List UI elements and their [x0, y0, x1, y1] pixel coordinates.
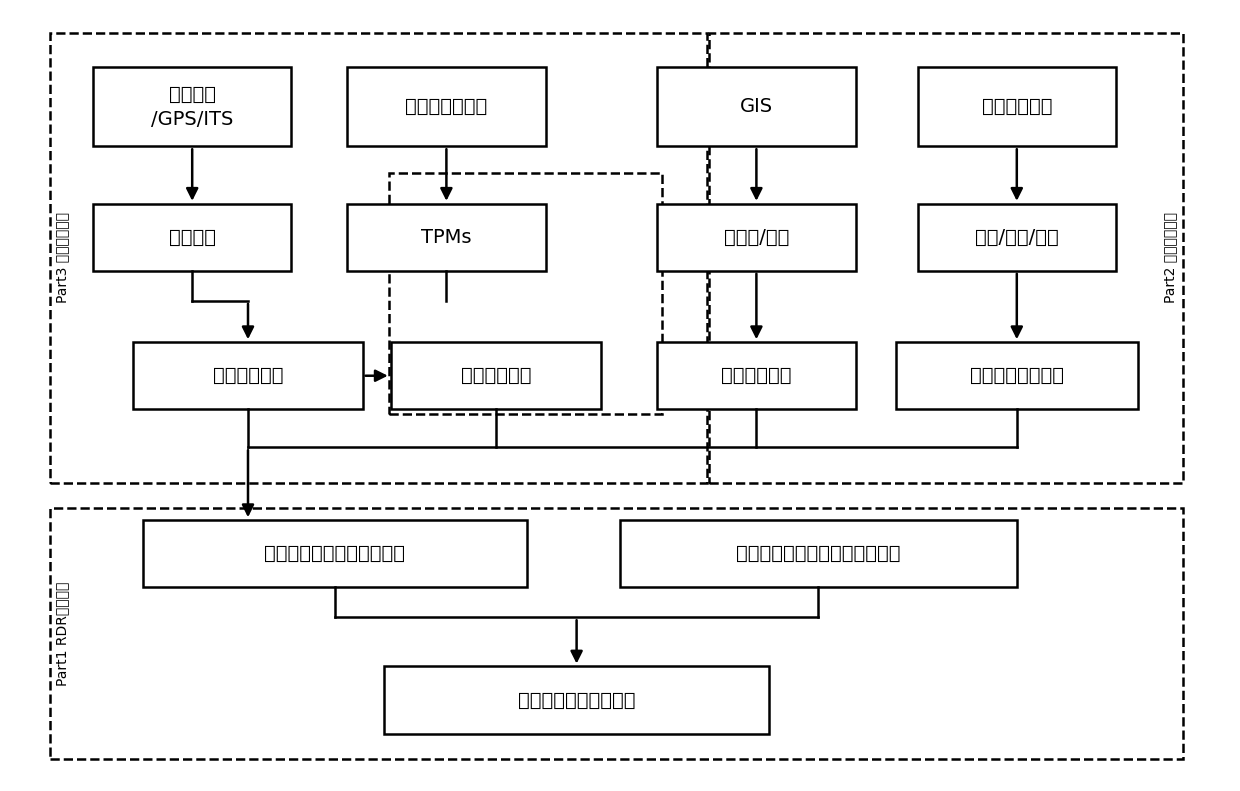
FancyBboxPatch shape	[657, 67, 856, 146]
Text: TPMs: TPMs	[422, 228, 471, 247]
Text: 路径信息: 路径信息	[169, 228, 216, 247]
Text: 天气预报系统: 天气预报系统	[982, 97, 1052, 116]
FancyBboxPatch shape	[657, 203, 856, 271]
FancyBboxPatch shape	[93, 67, 291, 146]
FancyBboxPatch shape	[918, 67, 1116, 146]
FancyBboxPatch shape	[620, 520, 1017, 587]
FancyBboxPatch shape	[347, 67, 546, 146]
Text: 经纬度/高度: 经纬度/高度	[724, 228, 789, 247]
Text: Part2 参数估计模型: Part2 参数估计模型	[1163, 212, 1178, 304]
FancyBboxPatch shape	[347, 203, 546, 271]
Text: 剩余行驶里程显示模型: 剩余行驶里程显示模型	[518, 691, 635, 710]
FancyBboxPatch shape	[391, 342, 601, 409]
FancyBboxPatch shape	[384, 666, 769, 734]
Text: 能耗预测模型（车辆模型）: 能耗预测模型（车辆模型）	[264, 544, 405, 563]
Text: 剩余能量预测模型（电池模型）: 剩余能量预测模型（电池模型）	[737, 544, 900, 563]
Text: 驾驶员历史数据: 驾驶员历史数据	[405, 97, 487, 116]
Text: 路面坡度估计: 路面坡度估计	[722, 366, 791, 385]
Text: 随机车速预测: 随机车速预测	[213, 366, 283, 385]
Text: 整车质量估计: 整车质量估计	[461, 366, 531, 385]
FancyBboxPatch shape	[657, 342, 856, 409]
Text: 滚动阻力系数估计: 滚动阻力系数估计	[970, 366, 1064, 385]
Text: 温度/风速/风向: 温度/风速/风向	[975, 228, 1059, 247]
Text: GIS: GIS	[740, 97, 773, 116]
Text: Part1 RDR计算模型: Part1 RDR计算模型	[55, 581, 69, 686]
FancyBboxPatch shape	[134, 342, 362, 409]
FancyBboxPatch shape	[918, 203, 1116, 271]
FancyBboxPatch shape	[143, 520, 527, 587]
Text: 电子地图
/GPS/ITS: 电子地图 /GPS/ITS	[151, 85, 233, 129]
FancyBboxPatch shape	[895, 342, 1138, 409]
Text: Part3 车速预测模型: Part3 车速预测模型	[55, 212, 69, 304]
FancyBboxPatch shape	[93, 203, 291, 271]
